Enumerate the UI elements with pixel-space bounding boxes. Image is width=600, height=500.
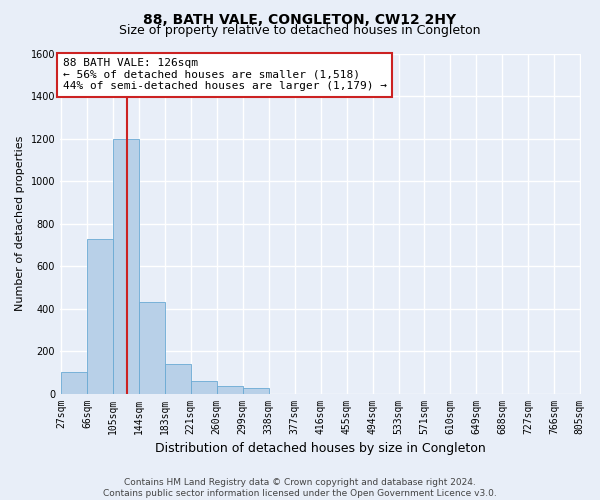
- X-axis label: Distribution of detached houses by size in Congleton: Distribution of detached houses by size …: [155, 442, 486, 455]
- Text: 88, BATH VALE, CONGLETON, CW12 2HY: 88, BATH VALE, CONGLETON, CW12 2HY: [143, 12, 457, 26]
- Y-axis label: Number of detached properties: Number of detached properties: [15, 136, 25, 312]
- Bar: [217, 386, 242, 394]
- Text: Contains HM Land Registry data © Crown copyright and database right 2024.
Contai: Contains HM Land Registry data © Crown c…: [103, 478, 497, 498]
- Bar: [61, 372, 88, 394]
- Bar: [113, 139, 139, 394]
- Bar: [242, 388, 269, 394]
- Text: 88 BATH VALE: 126sqm
← 56% of detached houses are smaller (1,518)
44% of semi-de: 88 BATH VALE: 126sqm ← 56% of detached h…: [63, 58, 387, 92]
- Text: Size of property relative to detached houses in Congleton: Size of property relative to detached ho…: [119, 24, 481, 37]
- Bar: [191, 381, 217, 394]
- Bar: [139, 302, 166, 394]
- Bar: [166, 364, 191, 394]
- Bar: [88, 238, 113, 394]
